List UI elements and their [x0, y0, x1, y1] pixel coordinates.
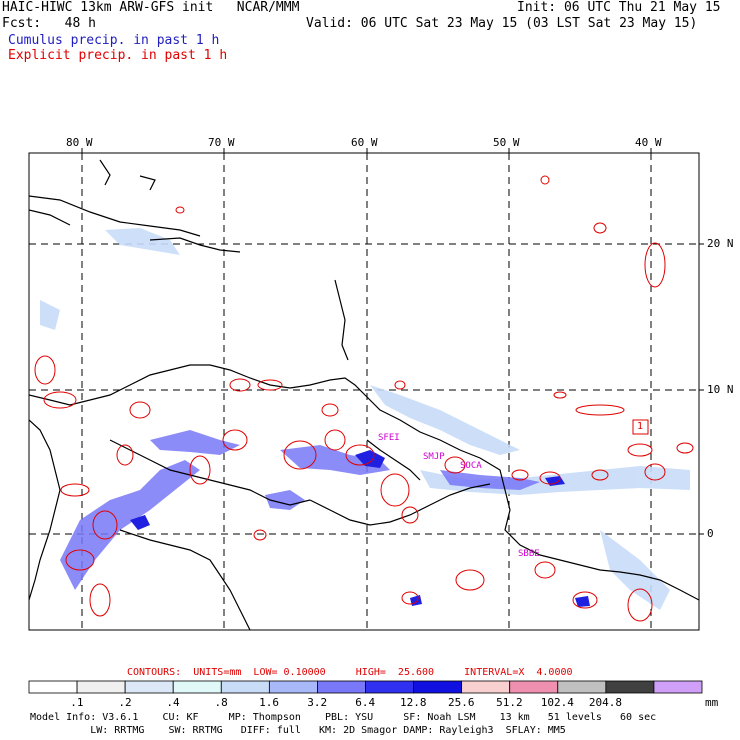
plot-title: HAIC-HIWC 13km ARW-GFS init NCAR/MMM — [2, 0, 300, 15]
colorbar-label: 51.2 — [496, 696, 523, 709]
colorbar-swatch — [76, 680, 126, 694]
colorbar-swatch — [557, 680, 607, 694]
colorbar-swatch — [605, 680, 655, 694]
lat-label-20n: 20 N — [707, 237, 734, 250]
colorbar-swatch — [365, 680, 414, 694]
colorbar-swatch — [268, 680, 318, 694]
cumulus-precip-strong — [130, 450, 590, 607]
colorbar-label: 6.4 — [355, 696, 376, 709]
colorbar-label: .4 — [166, 696, 180, 709]
site-label-soca: SOCA — [460, 461, 482, 471]
colorbar-label: .1 — [70, 696, 84, 709]
legend-explicit: Explicit precip. in past 1 h — [8, 48, 228, 63]
colorbar-swatch — [28, 680, 78, 694]
legend-cumulus: Cumulus precip. in past 1 h — [8, 33, 220, 48]
contour-info: CONTOURS: UNITS=mm LOW= 0.10000 HIGH= 25… — [127, 667, 573, 678]
lat-label-10n: 10 N — [707, 383, 734, 396]
colorbar-label: 1.6 — [259, 696, 280, 709]
init-time: Init: 06 UTC Thu 21 May 15 — [517, 0, 721, 15]
lon-label-70w: 70 W — [208, 136, 235, 149]
max-marker-box — [632, 419, 649, 435]
lon-label-40w: 40 W — [635, 136, 662, 149]
forecast-hour: Fcst: 48 h — [2, 16, 96, 31]
site-label-sbbe: SBBE — [518, 549, 540, 559]
valid-time: Valid: 06 UTC Sat 23 May 15 (03 LST Sat … — [306, 16, 698, 31]
colorbar-swatch — [124, 680, 174, 694]
colorbar-label: 25.6 — [448, 696, 475, 709]
colorbar-swatch — [317, 680, 366, 694]
site-label-sfei: SFEI — [378, 433, 400, 443]
colorbar-swatch — [172, 680, 222, 694]
colorbar-swatch — [461, 680, 511, 694]
explicit-precip-contours — [34, 175, 694, 622]
site-label-smjp: SMJP — [423, 452, 445, 462]
colorbar-label: 12.8 — [399, 696, 427, 709]
colorbar-label: 3.2 — [307, 696, 328, 709]
colorbar-swatch — [220, 680, 270, 694]
colorbar-label: 204.8 — [588, 696, 622, 709]
colorbar-label: .8 — [214, 696, 228, 709]
colorbar-unit: mm — [705, 696, 719, 709]
lon-label-50w: 50 W — [493, 136, 520, 149]
colorbar-swatch — [653, 680, 703, 694]
colorbar-swatch — [413, 680, 463, 694]
model-info-line1: Model Info: V3.6.1 CU: KF MP: Thompson P… — [30, 712, 657, 723]
lat-label-0: 0 — [707, 527, 714, 540]
axis-ticks — [81, 148, 704, 535]
coastlines — [29, 159, 699, 630]
colorbar-swatch — [509, 680, 559, 694]
colorbar-label: .2 — [118, 696, 132, 709]
max-marker-label: 1 — [637, 421, 644, 432]
lon-label-80w: 80 W — [66, 136, 93, 149]
map-frame — [28, 152, 700, 631]
lon-label-60w: 60 W — [351, 136, 378, 149]
model-info-line2: LW: RRTMG SW: RRTMG DIFF: full KM: 2D Sm… — [30, 725, 566, 736]
colorbar-label: 102.4 — [540, 696, 574, 709]
